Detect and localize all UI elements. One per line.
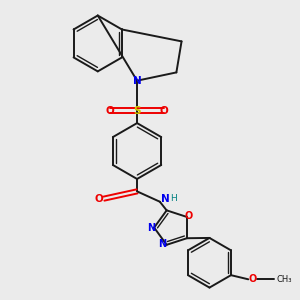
Text: O: O bbox=[185, 211, 193, 221]
Text: N: N bbox=[161, 194, 170, 204]
Text: O: O bbox=[106, 106, 115, 116]
Text: N: N bbox=[133, 76, 141, 86]
Text: O: O bbox=[95, 194, 104, 204]
Text: O: O bbox=[160, 106, 168, 116]
Text: CH₃: CH₃ bbox=[277, 275, 292, 284]
Text: N: N bbox=[158, 239, 166, 249]
Text: O: O bbox=[249, 274, 257, 284]
Text: H: H bbox=[170, 194, 177, 202]
Text: N: N bbox=[147, 223, 155, 233]
Text: S: S bbox=[133, 106, 141, 116]
